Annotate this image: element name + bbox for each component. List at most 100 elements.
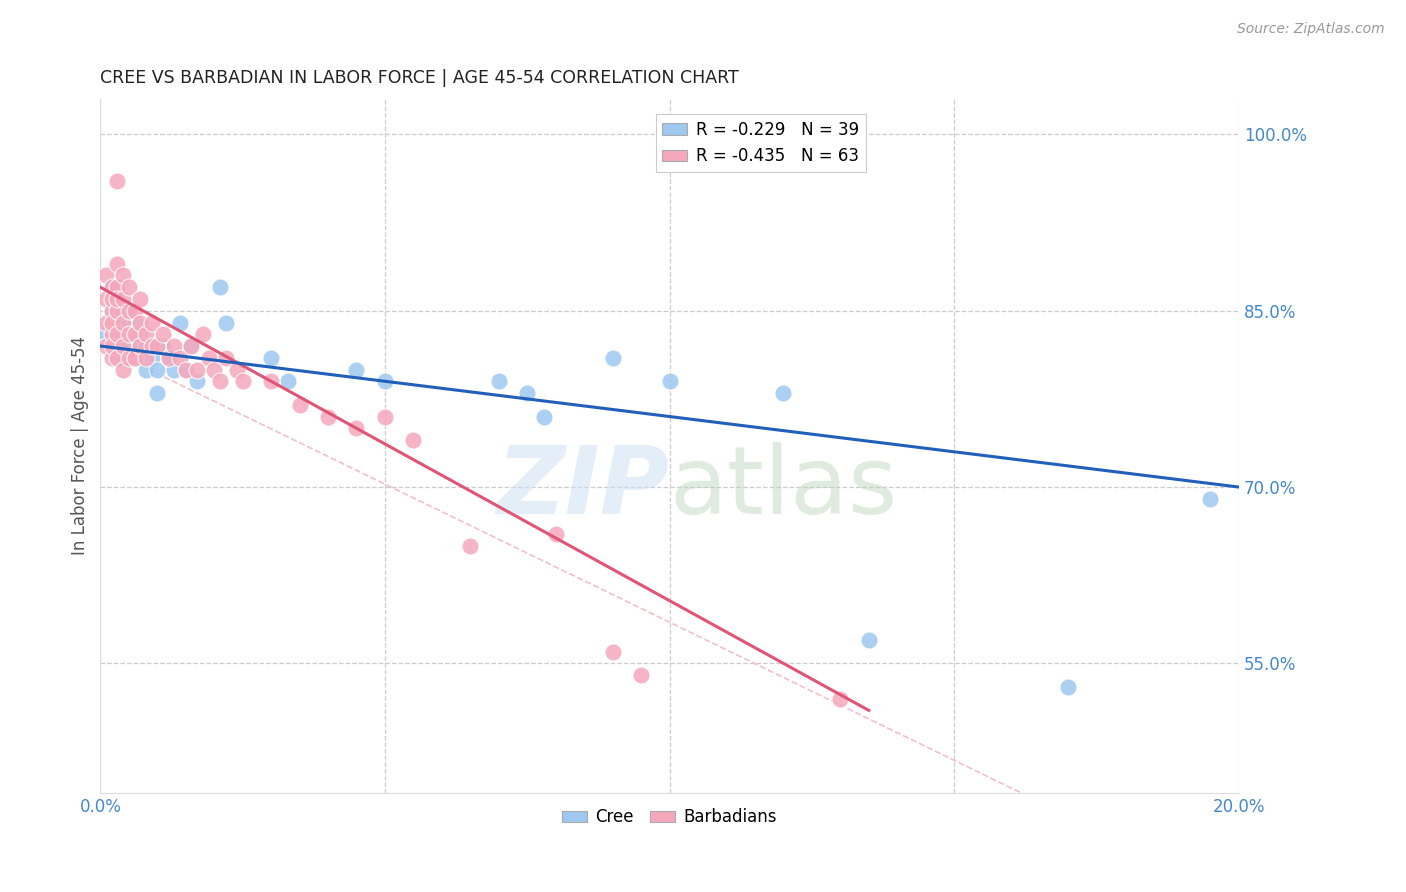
Point [830, 691, 852, 706]
Point [107, 280, 129, 294]
Point [129, 339, 152, 353]
Point [112, 362, 135, 376]
Legend: Cree, Barbadians: Cree, Barbadians [555, 802, 785, 833]
Point [174, 362, 197, 376]
Text: atlas: atlas [669, 442, 898, 533]
Point [180, 339, 202, 353]
Point [630, 668, 652, 682]
Point [152, 327, 174, 342]
Point [141, 316, 163, 330]
Point [146, 339, 169, 353]
Point [214, 316, 236, 330]
Point [124, 351, 146, 365]
Point [135, 362, 157, 376]
Point [277, 374, 299, 388]
Point [163, 339, 186, 353]
Point [100, 292, 122, 306]
Point [602, 645, 624, 659]
Point [118, 280, 141, 294]
Point [100, 339, 122, 353]
Point [135, 339, 157, 353]
Point [602, 351, 624, 365]
Point [772, 386, 794, 401]
Point [146, 386, 169, 401]
Point [346, 362, 368, 376]
Text: ZIP: ZIP [496, 442, 669, 533]
Point [107, 292, 129, 306]
Point [141, 351, 163, 365]
Point [112, 292, 135, 306]
Point [94, 316, 117, 330]
Point [152, 339, 174, 353]
Point [124, 351, 146, 365]
Point [135, 351, 157, 365]
Point [186, 374, 208, 388]
Point [112, 339, 135, 353]
Point [208, 280, 231, 294]
Point [157, 351, 180, 365]
Point [100, 303, 122, 318]
Point [129, 327, 152, 342]
Point [202, 362, 225, 376]
Point [100, 280, 122, 294]
Point [107, 303, 129, 318]
Point [118, 303, 141, 318]
Point [146, 362, 169, 376]
Point [129, 316, 152, 330]
Point [374, 409, 396, 424]
Point [141, 339, 163, 353]
Text: CREE VS BARBADIAN IN LABOR FORCE | AGE 45-54 CORRELATION CHART: CREE VS BARBADIAN IN LABOR FORCE | AGE 4… [100, 69, 740, 87]
Point [260, 351, 283, 365]
Point [94, 339, 117, 353]
Point [118, 339, 141, 353]
Point [533, 409, 555, 424]
Point [402, 433, 425, 447]
Point [186, 362, 208, 376]
Point [163, 362, 186, 376]
Point [374, 374, 396, 388]
Point [100, 327, 122, 342]
Point [124, 327, 146, 342]
Point [124, 316, 146, 330]
Point [346, 421, 368, 435]
Point [118, 303, 141, 318]
Point [858, 632, 880, 647]
Point [100, 280, 122, 294]
Point [169, 316, 191, 330]
Point [460, 539, 482, 553]
Point [208, 374, 231, 388]
Point [112, 316, 135, 330]
Point [112, 316, 135, 330]
Point [197, 351, 219, 365]
Point [107, 292, 129, 306]
Point [226, 362, 249, 376]
Point [94, 327, 117, 342]
Point [157, 351, 180, 365]
Point [260, 374, 283, 388]
Point [124, 303, 146, 318]
Point [169, 351, 191, 365]
Point [516, 386, 538, 401]
Point [107, 351, 129, 365]
Point [135, 327, 157, 342]
Point [288, 398, 311, 412]
Point [232, 374, 254, 388]
Point [544, 527, 567, 541]
Point [94, 292, 117, 306]
Point [107, 327, 129, 342]
Point [107, 327, 129, 342]
Point [100, 303, 122, 318]
Point [658, 374, 681, 388]
Point [112, 339, 135, 353]
Point [118, 327, 141, 342]
Point [1057, 680, 1080, 694]
Y-axis label: In Labor Force | Age 45-54: In Labor Force | Age 45-54 [72, 336, 89, 556]
Point [100, 316, 122, 330]
Point [94, 268, 117, 283]
Point [112, 268, 135, 283]
Point [129, 292, 152, 306]
Point [488, 374, 510, 388]
Point [1199, 491, 1222, 506]
Point [118, 351, 141, 365]
Point [107, 174, 129, 188]
